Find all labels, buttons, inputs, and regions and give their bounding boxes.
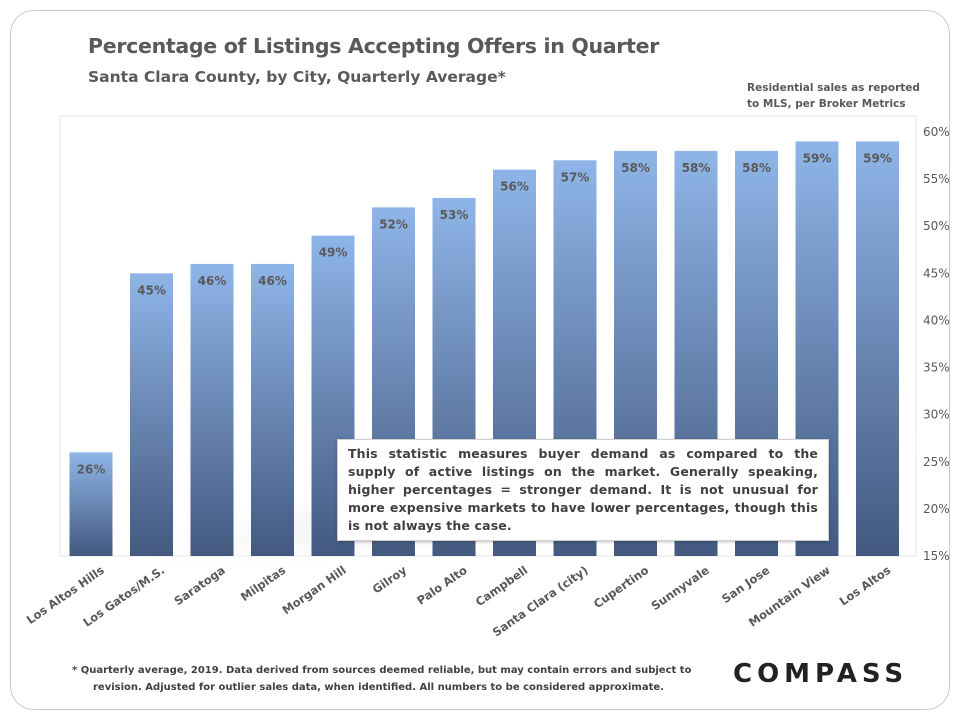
bar-data-label: 49% xyxy=(319,246,348,260)
bar-data-label: 58% xyxy=(621,161,650,175)
x-tick-label: Cupertino xyxy=(591,563,651,611)
footnote-line-1: * Quarterly average, 2019. Data derived … xyxy=(72,665,692,676)
bar-data-label: 52% xyxy=(379,217,408,231)
bar-data-label: 45% xyxy=(137,283,166,297)
bar-data-label: 59% xyxy=(803,151,832,165)
y-tick-label: 15% xyxy=(923,549,950,563)
bar-data-label: 56% xyxy=(500,180,529,194)
bar-data-label: 57% xyxy=(561,170,590,184)
chart-title: Percentage of Listings Accepting Offers … xyxy=(88,34,660,58)
source-note: Residential sales as reported to MLS, pe… xyxy=(747,80,920,112)
x-tick-label: Palo Alto xyxy=(414,563,470,608)
source-note-line-1: Residential sales as reported xyxy=(747,82,920,94)
y-tick-label: 50% xyxy=(923,219,950,233)
y-tick-label: 20% xyxy=(923,502,950,516)
x-tick-label: San Jose xyxy=(719,563,772,606)
y-tick-label: 60% xyxy=(923,125,950,139)
bar xyxy=(190,263,234,556)
x-tick-label: Los Altos xyxy=(837,563,894,608)
y-tick-label: 45% xyxy=(923,266,950,280)
compass-logo: COMPASS xyxy=(733,659,909,689)
y-tick-label: 55% xyxy=(923,172,950,186)
source-note-line-2: to MLS, per Broker Metrics xyxy=(747,98,906,110)
bar xyxy=(251,263,294,556)
bar-data-label: 46% xyxy=(198,274,227,288)
bar-data-label: 26% xyxy=(77,462,106,476)
x-tick-label: Morgan Hill xyxy=(280,563,349,617)
bar-data-label: 53% xyxy=(440,208,469,222)
chart-subtitle: Santa Clara County, by City, Quarterly A… xyxy=(88,68,506,86)
x-tick-label: Sunnyvale xyxy=(649,563,712,613)
bar-data-label: 59% xyxy=(863,151,892,165)
footnote: * Quarterly average, 2019. Data derived … xyxy=(72,662,691,696)
x-tick-label: Gilroy xyxy=(370,563,410,597)
footnote-line-2: revision. Adjusted for outlier sales dat… xyxy=(93,682,664,693)
bar-data-label: 58% xyxy=(682,161,711,175)
bar-data-label: 58% xyxy=(742,161,771,175)
annotation-box: This statistic measures buyer demand as … xyxy=(337,439,829,541)
bar xyxy=(69,452,113,556)
bar-data-label: 46% xyxy=(258,274,287,288)
y-tick-label: 35% xyxy=(923,361,950,375)
y-tick-label: 30% xyxy=(923,408,950,422)
bar xyxy=(856,141,899,556)
y-tick-label: 40% xyxy=(923,313,950,327)
x-tick-label: Campbell xyxy=(473,563,530,609)
y-tick-label: 25% xyxy=(923,455,950,469)
bar xyxy=(130,273,173,556)
